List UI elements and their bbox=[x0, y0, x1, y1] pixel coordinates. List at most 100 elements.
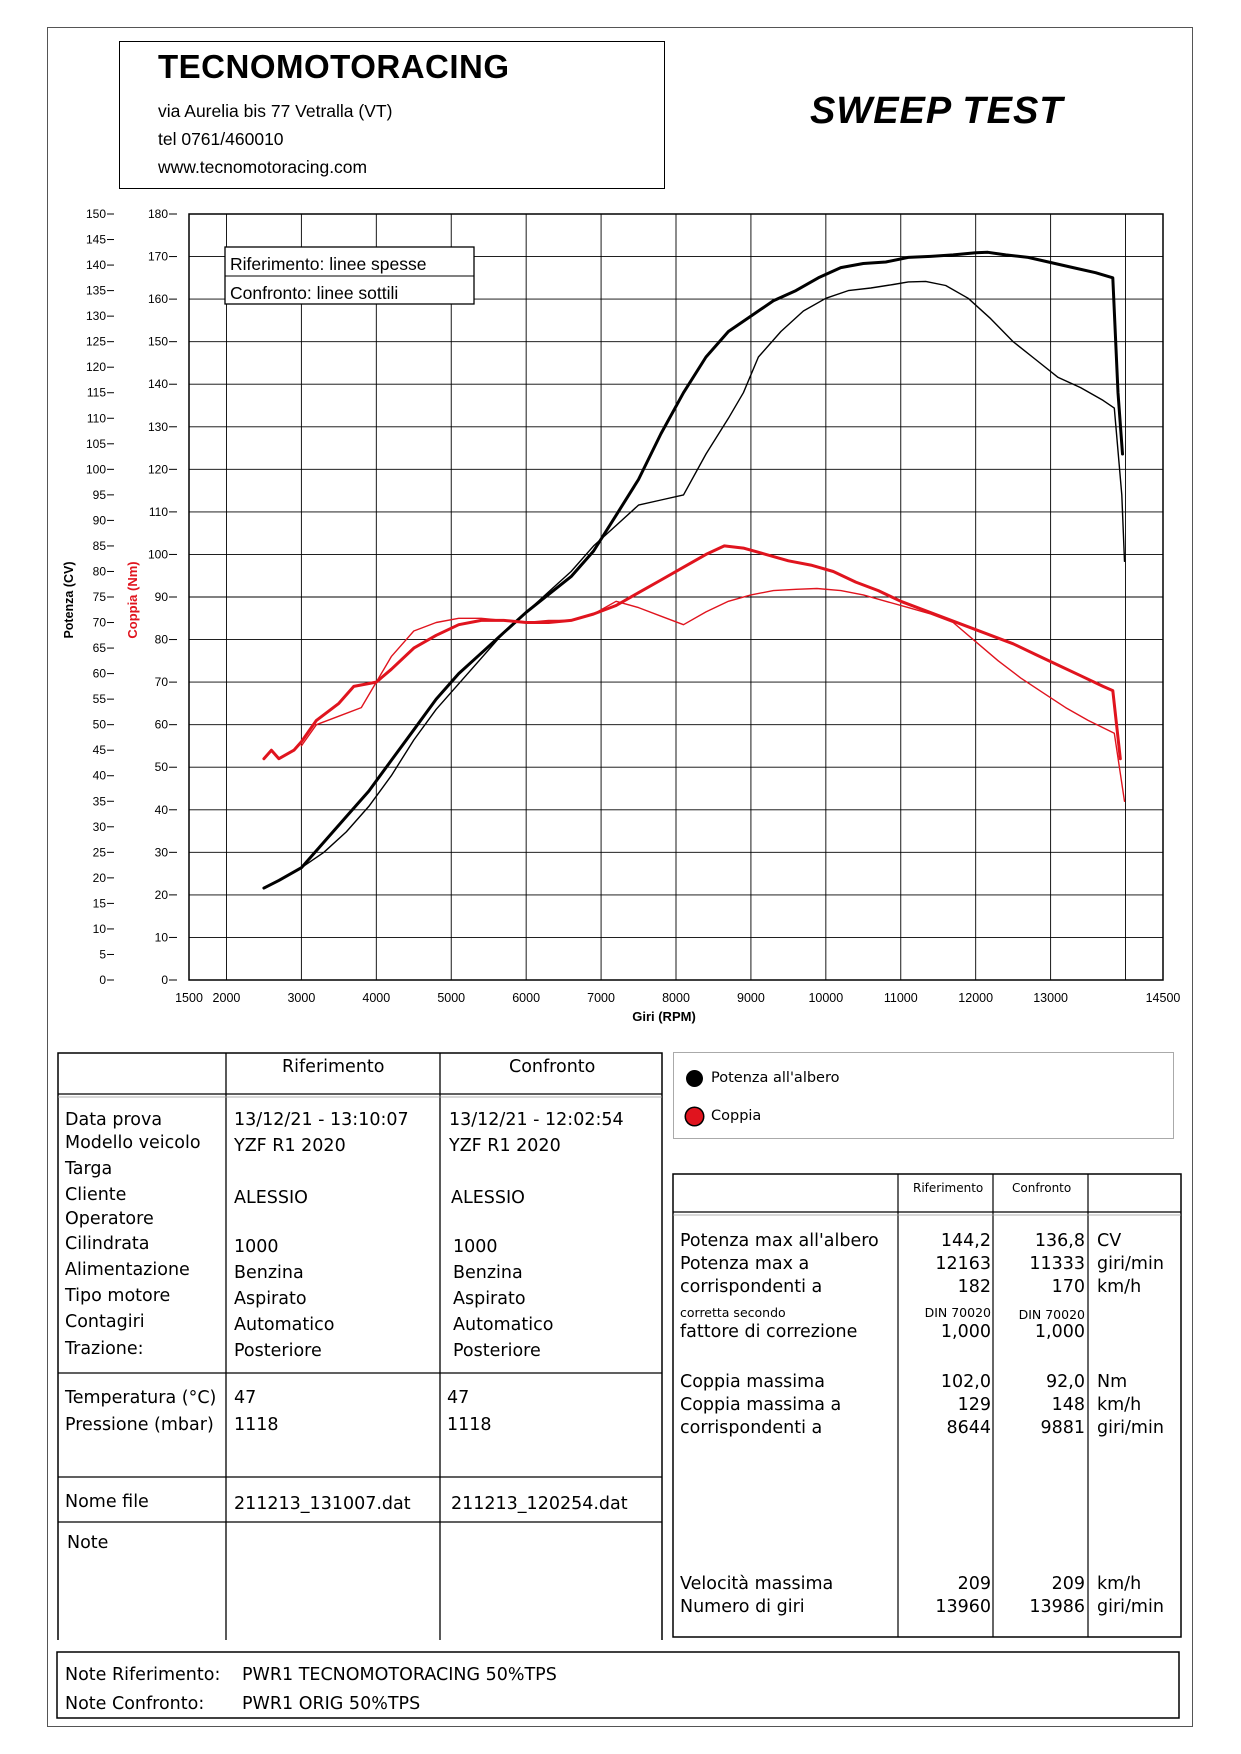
torque-tick-label: 60 bbox=[155, 718, 169, 732]
result-compare-value: 209 bbox=[1051, 1574, 1085, 1594]
company-phone: tel 0761/460010 bbox=[158, 129, 284, 149]
result-compare-value: 170 bbox=[1051, 1277, 1085, 1297]
result-compare-value: 11333 bbox=[1029, 1254, 1085, 1274]
rpm-tick-label: 12000 bbox=[958, 991, 993, 1005]
power-tick-label: 105 bbox=[86, 437, 106, 451]
power-curve-reference bbox=[262, 250, 1124, 890]
result-compare-value: DIN 70020 bbox=[1018, 1307, 1085, 1322]
ref-cliente: ALESSIO bbox=[234, 1188, 308, 1208]
power-tick-label: 45 bbox=[93, 743, 107, 757]
power-curve-compare bbox=[300, 280, 1126, 869]
power-tick-label: 30 bbox=[93, 820, 107, 834]
result-reference-value: 209 bbox=[957, 1574, 991, 1594]
power-tick-label: 95 bbox=[93, 488, 107, 502]
legend-box bbox=[673, 1052, 1174, 1139]
result-compare-value: 13986 bbox=[1029, 1597, 1085, 1617]
rpm-tick-label: 6000 bbox=[512, 991, 540, 1005]
result-reference-value: 8644 bbox=[946, 1418, 991, 1438]
torque-tick-label: 80 bbox=[155, 633, 169, 647]
footer-cmp-label: Note Confronto: bbox=[65, 1694, 205, 1714]
result-label: Potenza max a bbox=[680, 1254, 810, 1274]
power-axis: 0 5 10 15 20 25 30 35 40 45 50 55 60 65 70 75 80 85 90 95 10… bbox=[86, 207, 114, 987]
torque-tick-label: 130 bbox=[148, 420, 168, 434]
result-reference-value: DIN 70020 bbox=[924, 1305, 991, 1320]
cmp-cliente: ALESSIO bbox=[451, 1188, 525, 1208]
results-header-reference: Riferimento bbox=[913, 1181, 984, 1195]
power-tick-label: 120 bbox=[86, 360, 106, 374]
chart-note-compare: Confronto: linee sottili bbox=[230, 283, 398, 303]
result-label: Coppia massima bbox=[680, 1372, 825, 1392]
result-label: Numero di giri bbox=[680, 1597, 805, 1617]
result-label: corretta secondo bbox=[680, 1305, 786, 1320]
result-compare-value: 9881 bbox=[1040, 1418, 1085, 1438]
result-unit: giri/min bbox=[1097, 1418, 1164, 1438]
info-label: Alimentazione bbox=[65, 1260, 190, 1280]
torque-tick-label: 40 bbox=[155, 803, 169, 817]
result-compare-value: 148 bbox=[1051, 1395, 1085, 1415]
power-tick-label: 40 bbox=[93, 769, 107, 783]
power-tick-label: 50 bbox=[93, 718, 107, 732]
power-tick-label: 25 bbox=[93, 845, 107, 859]
company-name: TECNOMOTORACING bbox=[158, 48, 510, 85]
torque-tick-label: 0 bbox=[161, 973, 168, 987]
cmp-tipo: Aspirato bbox=[453, 1289, 526, 1309]
power-tick-label: 0 bbox=[99, 973, 106, 987]
info-header-reference: Riferimento bbox=[282, 1057, 385, 1077]
ref-alimentazione: Benzina bbox=[234, 1263, 304, 1283]
torque-tick-label: 10 bbox=[155, 930, 169, 944]
cmp-alimentazione: Benzina bbox=[453, 1263, 523, 1283]
ref-file: 211213_131007.dat bbox=[234, 1494, 411, 1514]
ref-temperature: 47 bbox=[234, 1388, 257, 1408]
result-unit: Nm bbox=[1097, 1372, 1128, 1392]
power-tick-label: 10 bbox=[93, 922, 107, 936]
cmp-pressure: 1118 bbox=[447, 1415, 492, 1435]
rpm-tick-label: 1500 bbox=[175, 991, 203, 1005]
torque-tick-label: 90 bbox=[155, 590, 169, 604]
power-tick-label: 65 bbox=[93, 641, 107, 655]
ref-cilindrata: 1000 bbox=[234, 1237, 279, 1257]
company-address: via Aurelia bis 77 Vetralla (VT) bbox=[158, 101, 393, 121]
info-label: Tipo motore bbox=[65, 1286, 171, 1306]
info-label: Cliente bbox=[65, 1185, 127, 1205]
result-unit: km/h bbox=[1097, 1395, 1142, 1415]
result-label: Coppia massima a bbox=[680, 1395, 842, 1415]
footer-notes-frame bbox=[56, 1651, 1180, 1719]
info-label: Modello veicolo bbox=[65, 1133, 201, 1153]
result-label: corrispondenti a bbox=[680, 1418, 823, 1438]
report-title: SWEEP TEST bbox=[810, 90, 1064, 132]
power-tick-label: 115 bbox=[87, 386, 106, 400]
power-legend-label: Potenza all'albero bbox=[711, 1070, 840, 1086]
rpm-tick-label: 4000 bbox=[362, 991, 390, 1005]
result-reference-value: 12163 bbox=[935, 1254, 991, 1274]
ref-pressure: 1118 bbox=[234, 1415, 279, 1435]
company-website: www.tecnomotoracing.com bbox=[158, 157, 368, 177]
info-label: Operatore bbox=[65, 1209, 154, 1229]
rpm-tick-label: 13000 bbox=[1033, 991, 1068, 1005]
torque-tick-label: 20 bbox=[155, 888, 169, 902]
result-reference-value: 13960 bbox=[935, 1597, 991, 1617]
power-tick-label: 110 bbox=[87, 411, 106, 425]
power-tick-label: 75 bbox=[93, 590, 107, 604]
result-unit: km/h bbox=[1097, 1574, 1142, 1594]
torque-tick-label: 120 bbox=[148, 462, 168, 476]
result-label: Velocità massima bbox=[680, 1574, 834, 1594]
power-tick-label: 140 bbox=[86, 258, 106, 272]
x-axis-label: Giri (RPM) bbox=[632, 1009, 696, 1024]
torque-tick-label: 50 bbox=[155, 760, 169, 774]
power-tick-label: 85 bbox=[93, 539, 107, 553]
info-header-compare: Confronto bbox=[509, 1057, 596, 1077]
rpm-tick-label: 14500 bbox=[1146, 991, 1181, 1005]
power-tick-label: 5 bbox=[99, 947, 106, 961]
dyno-chart: 0 5 10 15 20 25 30 35 40 45 50 55 60 65 70 75 80 85 90 95 10… bbox=[62, 207, 1181, 1024]
results-table-frame bbox=[672, 1173, 1182, 1638]
ref-tipo: Aspirato bbox=[234, 1289, 307, 1309]
chart-note-reference: Riferimento: linee spesse bbox=[230, 254, 426, 274]
power-legend-marker bbox=[686, 1070, 703, 1087]
result-compare-value: 92,0 bbox=[1046, 1372, 1085, 1392]
cmp-trazione: Posteriore bbox=[453, 1341, 541, 1361]
chart-grid bbox=[188, 213, 1164, 981]
cmp-temperature: 47 bbox=[447, 1388, 470, 1408]
rpm-tick-label: 3000 bbox=[287, 991, 315, 1005]
page-frame bbox=[47, 27, 1193, 1727]
info-table-frame bbox=[57, 1052, 663, 1640]
